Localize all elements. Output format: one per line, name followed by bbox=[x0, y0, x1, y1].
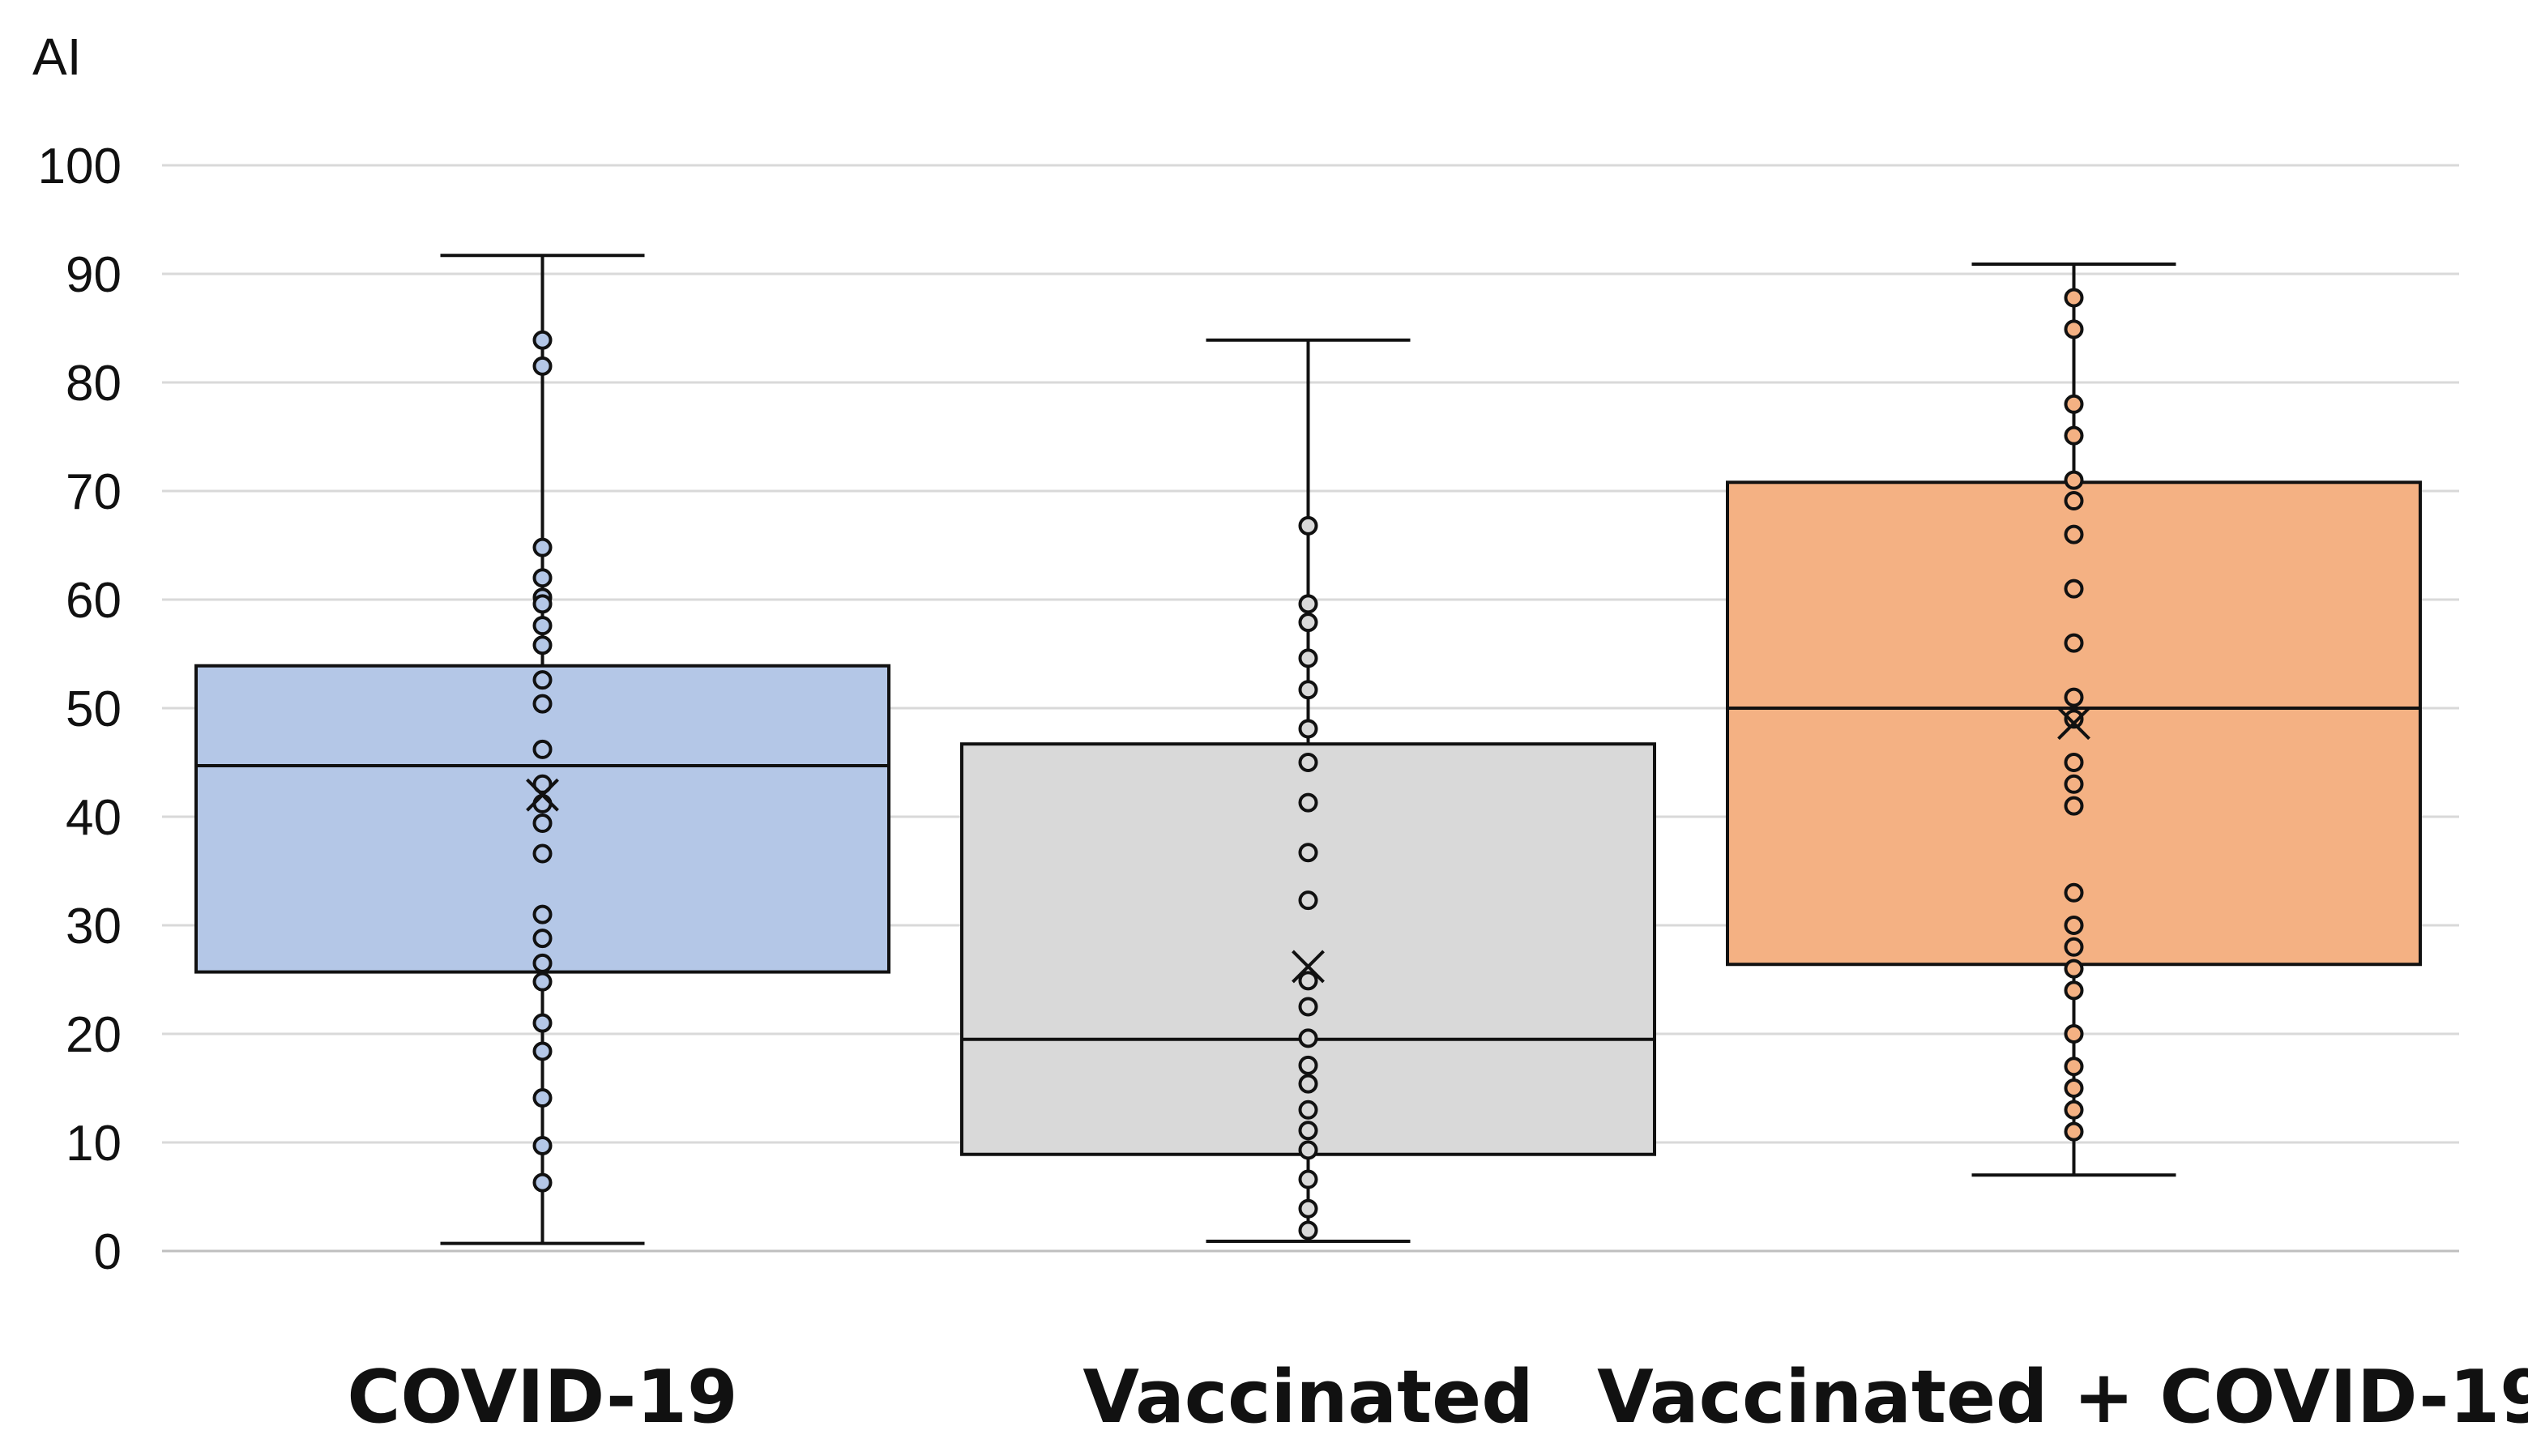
y-tick-label-10: 10 bbox=[66, 1116, 122, 1172]
data-point-covid-19-7 bbox=[532, 635, 553, 655]
data-point-covid-19-12 bbox=[532, 793, 553, 813]
data-point-vaccinated-covid-19-2 bbox=[2064, 394, 2084, 414]
y-tick-label-90: 90 bbox=[66, 247, 122, 303]
data-point-vaccinated-13 bbox=[1298, 1055, 1318, 1075]
data-point-vaccinated-covid-19-16 bbox=[2064, 937, 2084, 957]
data-point-vaccinated-covid-19-5 bbox=[2064, 491, 2084, 511]
data-point-covid-19-0 bbox=[532, 330, 553, 350]
data-point-vaccinated-covid-19-9 bbox=[2064, 687, 2084, 707]
data-point-vaccinated-covid-19-10 bbox=[2064, 709, 2084, 729]
data-point-vaccinated-11 bbox=[1298, 997, 1318, 1017]
y-tick-label-100: 100 bbox=[38, 139, 122, 194]
mean-marker-stroke-b bbox=[2057, 707, 2090, 741]
mean-marker-vaccinated-covid-19 bbox=[2057, 707, 2090, 741]
box-group-vaccinated bbox=[960, 338, 1656, 1243]
data-point-covid-19-1 bbox=[532, 356, 553, 376]
category-label-vaccinated-covid-19: Vaccinated + COVID-19 bbox=[1597, 1355, 2528, 1440]
data-point-vaccinated-4 bbox=[1298, 680, 1318, 700]
data-point-covid-19-3 bbox=[532, 568, 553, 588]
mean-marker-stroke-b bbox=[526, 778, 559, 812]
data-point-vaccinated-17 bbox=[1298, 1140, 1318, 1160]
data-point-vaccinated-6 bbox=[1298, 753, 1318, 772]
data-point-vaccinated-7 bbox=[1298, 792, 1318, 813]
data-point-covid-19-16 bbox=[532, 929, 553, 949]
data-point-covid-19-21 bbox=[532, 1088, 553, 1108]
y-tick-label-30: 30 bbox=[66, 899, 122, 954]
data-point-covid-19-13 bbox=[532, 813, 553, 834]
box-group-vaccinated-covid-19 bbox=[1726, 262, 2422, 1177]
data-point-vaccinated-covid-19-4 bbox=[2064, 470, 2084, 490]
data-point-vaccinated-15 bbox=[1298, 1099, 1318, 1120]
data-point-vaccinated-12 bbox=[1298, 1028, 1318, 1048]
data-point-vaccinated-covid-19-6 bbox=[2064, 524, 2084, 544]
boxes bbox=[194, 254, 2422, 1245]
data-point-covid-19-2 bbox=[532, 537, 553, 557]
data-point-covid-19-6 bbox=[532, 616, 553, 636]
data-point-vaccinated-covid-19-13 bbox=[2064, 796, 2084, 816]
y-tick-label-70: 70 bbox=[66, 464, 122, 520]
data-point-vaccinated-covid-19-21 bbox=[2064, 1078, 2084, 1098]
category-label-covid-19: COVID-19 bbox=[347, 1355, 737, 1440]
box-group-covid-19 bbox=[194, 254, 890, 1245]
data-point-vaccinated-covid-19-11 bbox=[2064, 753, 2084, 772]
data-point-vaccinated-covid-19-23 bbox=[2064, 1121, 2084, 1142]
data-point-vaccinated-3 bbox=[1298, 648, 1318, 668]
y-axis-ticks: 0 10 20 30 40 50 60 70 80 90 100 bbox=[38, 139, 122, 1280]
data-point-vaccinated-covid-19-19 bbox=[2064, 1024, 2084, 1044]
data-point-vaccinated-9 bbox=[1298, 890, 1318, 911]
data-point-vaccinated-covid-19-15 bbox=[2064, 916, 2084, 935]
data-point-covid-19-10 bbox=[532, 739, 553, 759]
data-point-vaccinated-covid-19-14 bbox=[2064, 882, 2084, 903]
data-point-covid-19-5 bbox=[532, 594, 553, 614]
category-labels: COVID-19 Vaccinated Vaccinated + COVID-19 bbox=[347, 1355, 2528, 1440]
y-tick-label-50: 50 bbox=[66, 681, 122, 737]
data-point-vaccinated-covid-19-0 bbox=[2064, 288, 2084, 308]
data-point-vaccinated-0 bbox=[1298, 515, 1318, 536]
data-point-vaccinated-19 bbox=[1298, 1198, 1318, 1219]
y-tick-label-20: 20 bbox=[66, 1007, 122, 1063]
data-point-vaccinated-covid-19-17 bbox=[2064, 959, 2084, 979]
data-point-covid-19-19 bbox=[532, 1013, 553, 1033]
mean-marker-stroke-b bbox=[1292, 950, 1325, 984]
mean-marker-covid-19 bbox=[526, 778, 559, 812]
data-point-vaccinated-8 bbox=[1298, 843, 1318, 863]
data-point-covid-19-17 bbox=[532, 953, 553, 973]
data-point-vaccinated-covid-19-18 bbox=[2064, 980, 2084, 1001]
data-point-covid-19-9 bbox=[532, 694, 553, 714]
y-tick-label-40: 40 bbox=[66, 790, 122, 846]
data-point-vaccinated-covid-19-22 bbox=[2064, 1099, 2084, 1120]
data-point-vaccinated-covid-19-8 bbox=[2064, 633, 2084, 653]
category-label-vaccinated: Vaccinated bbox=[1083, 1355, 1533, 1440]
data-point-vaccinated-covid-19-20 bbox=[2064, 1057, 2084, 1077]
data-point-covid-19-11 bbox=[532, 774, 553, 794]
data-point-vaccinated-covid-19-1 bbox=[2064, 319, 2084, 339]
data-point-covid-19-22 bbox=[532, 1136, 553, 1156]
y-tick-label-60: 60 bbox=[66, 573, 122, 629]
data-point-covid-19-8 bbox=[532, 670, 553, 690]
data-point-vaccinated-10 bbox=[1298, 971, 1318, 991]
y-tick-label-80: 80 bbox=[66, 356, 122, 412]
data-point-covid-19-23 bbox=[532, 1172, 553, 1193]
mean-marker-vaccinated bbox=[1292, 950, 1325, 984]
data-point-vaccinated-covid-19-7 bbox=[2064, 579, 2084, 599]
data-point-vaccinated-20 bbox=[1298, 1220, 1318, 1240]
data-point-vaccinated-16 bbox=[1298, 1121, 1318, 1141]
data-point-vaccinated-covid-19-12 bbox=[2064, 774, 2084, 794]
data-point-vaccinated-5 bbox=[1298, 719, 1318, 739]
data-point-covid-19-20 bbox=[532, 1041, 553, 1061]
data-point-vaccinated-1 bbox=[1298, 594, 1318, 614]
data-point-vaccinated-covid-19-3 bbox=[2064, 425, 2084, 446]
data-point-covid-19-18 bbox=[532, 971, 553, 992]
y-axis-label: AI bbox=[32, 28, 81, 86]
data-point-vaccinated-2 bbox=[1298, 613, 1318, 633]
data-point-vaccinated-14 bbox=[1298, 1074, 1318, 1094]
data-point-covid-19-15 bbox=[532, 904, 553, 924]
data-point-covid-19-14 bbox=[532, 843, 553, 864]
y-tick-label-0: 0 bbox=[94, 1224, 122, 1280]
data-point-vaccinated-18 bbox=[1298, 1169, 1318, 1189]
